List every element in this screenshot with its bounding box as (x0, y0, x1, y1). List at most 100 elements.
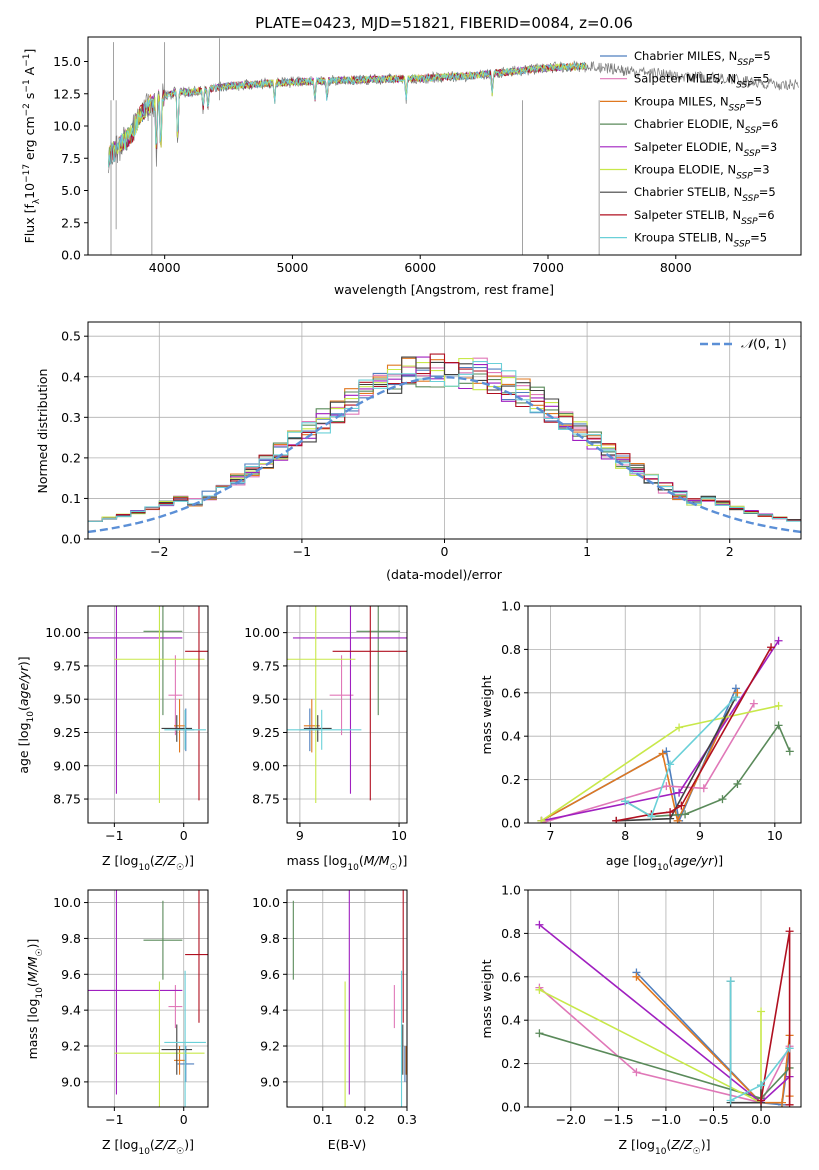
legend-label: Salpeter MILES, NSSP=5 (634, 72, 770, 91)
label-part: ( (25, 982, 40, 987)
legend-label: Kroupa ELODIE, NSSP=3 (634, 163, 770, 182)
normal-curve (88, 375, 801, 534)
label-part: =6 (758, 208, 775, 222)
x-tick-label: 6000 (404, 260, 436, 275)
mass-Z-axes: −1 0 9.0 9.2 9.4 9.6 9.8 10.0 (53, 889, 209, 1127)
y-tick-label: 10.0 (53, 895, 81, 910)
label-part: M/M (25, 956, 40, 982)
spectrum-line (108, 60, 799, 174)
label-part: SSP (744, 149, 761, 159)
label-part: Salpeter MILES, N (634, 72, 736, 86)
weight-marker (774, 701, 783, 710)
weight-marker (621, 797, 630, 806)
label-part: )] (701, 1137, 711, 1152)
label-part: SSP (737, 58, 754, 68)
x-tick-label: 8000 (660, 260, 692, 275)
label-part: =5 (753, 72, 770, 86)
y-tick-label: 9.25 (53, 725, 81, 740)
weight-marker (699, 784, 708, 793)
x-tick-label: 10 (391, 828, 407, 843)
weight-line (539, 989, 762, 1105)
x-tick-label: −2.0 (556, 1112, 586, 1127)
age-Z-axes: −1 0 8.75 9.00 9.25 9.50 9.75 10.00 (45, 605, 209, 843)
weight-marker (675, 723, 684, 732)
label-part: 10 (138, 863, 150, 873)
weight-marker (726, 1096, 735, 1105)
x-tick-label: 5000 (277, 260, 309, 275)
weight-marker (733, 779, 742, 788)
label-part: =5 (750, 231, 767, 245)
y-tick-label: 12.5 (53, 86, 81, 101)
x-axis-title: Z [log10(Z/Z☉)] (619, 1137, 711, 1157)
label-part: 10 (26, 711, 36, 723)
label-part: ( (666, 1137, 671, 1152)
plot-area (528, 890, 801, 1107)
label-part: )] (16, 656, 31, 666)
y-axis-title: mass weight (479, 675, 494, 754)
x-tick-label: 0.2 (355, 1112, 375, 1127)
x-tick-label: 0 (180, 1112, 188, 1127)
x-tick-label: 1 (583, 544, 591, 559)
axes-frame (87, 36, 802, 256)
y-tick-label: 1.0 (501, 883, 521, 898)
weight-marker (785, 1044, 794, 1053)
weight-line (729, 981, 762, 1104)
age-mass-axes: 9 10 8.75 9.00 9.25 9.50 9.75 10.00 (244, 605, 408, 843)
y-tick-label: 0.0 (61, 248, 81, 263)
label-part: )] (398, 853, 408, 868)
weight-marker (785, 1100, 794, 1107)
y-axis-title: mass [log10(M/M☉)] (25, 939, 45, 1060)
label-part: Kroupa ELODIE, N (634, 163, 736, 177)
x-tick-label: −1 (293, 544, 311, 559)
weight-marker (767, 643, 776, 652)
weight-marker (731, 693, 740, 702)
label-part: SSP (736, 172, 753, 182)
weight-marker (535, 920, 544, 929)
label-part: Kroupa STELIB, N (634, 231, 734, 245)
histogram-step (88, 361, 801, 522)
label-part: =5 (754, 49, 771, 63)
y-tick-label: 0.2 (501, 1056, 521, 1071)
weight-marker (757, 1007, 766, 1016)
label-part: SSP (741, 217, 758, 227)
label-part: ] (22, 49, 37, 54)
label-part: Z [log (102, 853, 138, 868)
y-tick-label: 0.6 (501, 969, 521, 984)
x-tick-label: 0.3 (397, 1112, 417, 1127)
legend-label: 𝒩(0, 1) (741, 336, 787, 351)
weight-marker (785, 927, 794, 936)
label-part: mass [log (287, 853, 348, 868)
label-part: ( (16, 706, 31, 711)
weight-marker (658, 749, 667, 758)
axes-frame (527, 889, 802, 1108)
x-axis-title: wavelength [Angstrom, rest frame] (334, 282, 554, 297)
label-part: ( (359, 853, 364, 868)
label-part: A (22, 66, 37, 79)
y-tick-label: 5.0 (61, 183, 81, 198)
label-part: =3 (753, 163, 770, 177)
label-part: ☉ (176, 1147, 184, 1157)
label-part: Z/Z (154, 1137, 177, 1152)
label-part: )] (713, 853, 723, 868)
x-axis-title: age [log10(age/yr)] (606, 853, 723, 873)
axes-frame (87, 321, 802, 540)
weight-marker (673, 816, 682, 823)
y-tick-label: 8.75 (53, 792, 81, 807)
y-tick-label: 10.00 (45, 625, 81, 640)
label-part: =6 (761, 117, 778, 131)
label-part: )] (184, 853, 194, 868)
x-axis-title: mass [log10(M/M☉)] (287, 853, 408, 873)
weight-marker (726, 977, 735, 986)
weight-line (624, 696, 737, 818)
legend-label: Kroupa MILES, NSSP=5 (634, 94, 762, 113)
label-part: λ (32, 198, 42, 204)
y-tick-label: 9.8 (260, 931, 280, 946)
weight-marker (535, 1029, 544, 1038)
label-part: 10 (35, 987, 45, 999)
y-tick-label: 9.0 (61, 1074, 81, 1089)
label-part: age [log (606, 853, 657, 868)
x-tick-label: −1 (105, 828, 123, 843)
y-tick-label: 7.5 (61, 151, 81, 166)
y-tick-label: 10.00 (244, 625, 280, 640)
weight-marker (632, 1068, 641, 1077)
